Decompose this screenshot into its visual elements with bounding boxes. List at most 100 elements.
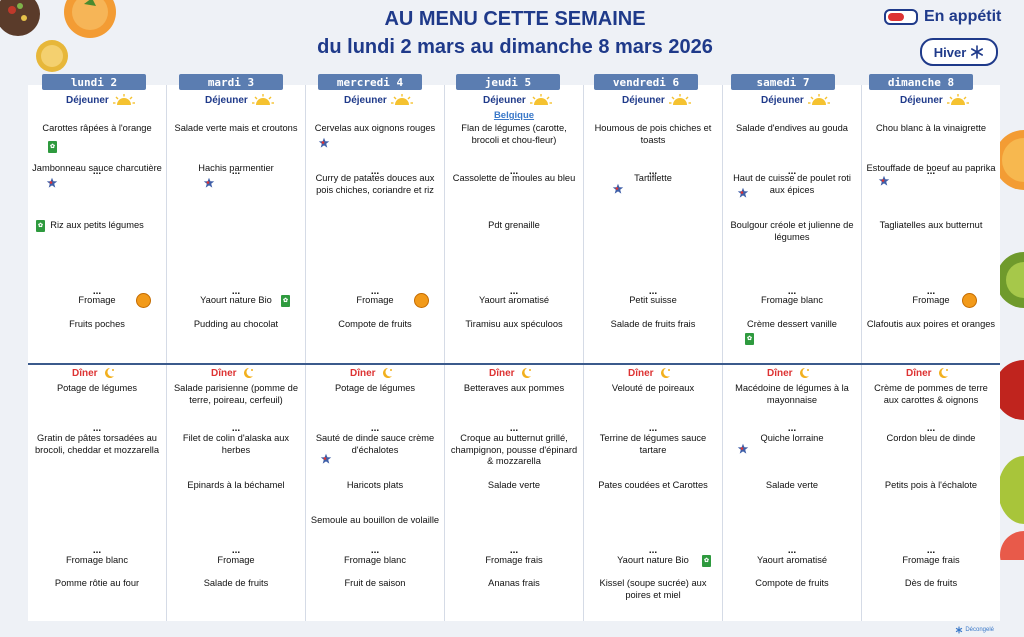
menu-item: Petit suisse [629, 295, 677, 305]
menu-board [28, 85, 1000, 621]
separator-dots: ... [509, 286, 519, 297]
lunch-label: Déjeuner [205, 94, 248, 106]
menu-item: Fromage blanc [65, 555, 128, 565]
chef-star-icon [737, 443, 749, 455]
menu-item: Tiramisu aux spéculoos [465, 319, 563, 329]
brand-logo: En appétit [884, 8, 1001, 26]
moon-icon [938, 368, 948, 378]
menu-item: Houmous de pois chiches et toasts [594, 123, 712, 145]
menu-item: Carottes râpées à l'orange [42, 123, 152, 133]
menu-item: Salade parisienne (pomme de terre, poire… [173, 383, 299, 405]
separator-dots: ... [648, 423, 658, 434]
menu-item: Fruit de saison [344, 578, 406, 588]
menu-item: Gratin de pâtes torsadées au brocoli, ch… [34, 433, 160, 455]
menu-item: Filet de colin d'alaska aux herbes [182, 433, 290, 455]
menu-item: Salade verte mais et croutons [174, 123, 298, 133]
day-header: mercredi 4 [318, 74, 422, 90]
menu-item: Fromage [217, 555, 255, 565]
dinner-label: Dîner [906, 367, 932, 379]
sun-icon [529, 94, 552, 105]
sun-icon [390, 94, 413, 105]
moon-icon [660, 368, 670, 378]
dinner-heading: Dîner [72, 367, 116, 379]
separator-dots: ... [231, 423, 241, 434]
dinner-heading: Dîner [489, 367, 533, 379]
menu-item: Fromage [912, 295, 950, 305]
lunch-heading: Déjeuner [344, 94, 413, 106]
dinner-heading: Dîner [767, 367, 811, 379]
menu-item: Clafoutis aux poires et oranges [866, 319, 996, 329]
organic-label-icon: ✿ [281, 295, 290, 307]
separator-dots: ... [787, 166, 797, 177]
separator-dots: ... [787, 286, 797, 297]
separator-dots: ... [509, 166, 519, 177]
menu-item: Dès de fruits [904, 578, 958, 588]
chef-star-icon [737, 187, 749, 199]
menu-item: Salade d'endives au gouda [736, 123, 848, 133]
chef-star-shape [318, 137, 330, 148]
moon-icon [799, 368, 809, 378]
menu-item: Compote de fruits [755, 578, 829, 588]
chef-star-shape [737, 187, 749, 198]
organic-label-icon: ✿ [745, 333, 754, 345]
menu-item: Salade verte [765, 480, 819, 490]
day-header: lundi 2 [42, 74, 146, 90]
day-column [445, 85, 584, 621]
menu-item: Yaourt nature Bio [617, 555, 689, 565]
menu-item: Tagliatelles aux butternut [879, 220, 983, 230]
separator-dots: ... [92, 166, 102, 177]
separator-dots: ... [231, 166, 241, 177]
menu-item: Chou blanc à la vinaigrette [875, 123, 987, 133]
chef-star-icon [878, 175, 890, 187]
separator-dots: ... [92, 286, 102, 297]
lunch-heading: Déjeuner [900, 94, 969, 106]
sun-icon [251, 94, 274, 105]
chef-star-icon [318, 137, 330, 149]
separator-dots: ... [370, 166, 380, 177]
chef-star-shape [46, 177, 58, 188]
menu-item: Ananas frais [488, 578, 540, 588]
menu-item: Quiche lorraine [760, 433, 824, 443]
separator-dots: ... [926, 545, 936, 556]
organic-label-icon: ✿ [36, 220, 45, 232]
season-label: Hiver [933, 44, 967, 60]
menu-item: Fruits poches [69, 319, 125, 329]
lunch-label: Déjeuner [900, 94, 943, 106]
day-header: dimanche 8 [869, 74, 973, 90]
chef-star-icon [46, 177, 58, 189]
day-column [28, 85, 167, 621]
organic-label-icon: ✿ [48, 141, 57, 153]
lunch-heading: Déjeuner [483, 94, 552, 106]
organic-label-icon: ✿ [702, 555, 711, 567]
day-header: samedi 7 [731, 74, 835, 90]
separator-dots: ... [92, 545, 102, 556]
separator-dots: ... [509, 423, 519, 434]
fruit-illustration [998, 130, 1024, 560]
menu-item: Fromage [78, 295, 116, 305]
separator-dots: ... [370, 423, 380, 434]
menu-item: Flan de légumes (carotte, brocoli et cho… [461, 123, 567, 145]
menu-item: Croque au butternut grillé, champignon, … [450, 433, 578, 466]
date-range: du lundi 2 mars au dimanche 8 mars 2026 [317, 36, 713, 58]
day-column [306, 85, 445, 621]
menu-item: Pudding au chocolat [193, 319, 279, 329]
day-header: mardi 3 [179, 74, 283, 90]
menu-item: Fromage frais [902, 555, 960, 565]
aop-seal-icon [136, 293, 151, 308]
menu-item: Yaourt aromatisé [478, 295, 550, 305]
organic-leaf-icon: ✿ [36, 220, 45, 232]
separator-dots: ... [787, 423, 797, 434]
separator-dots: ... [92, 423, 102, 434]
organic-leaf-icon: ✿ [281, 295, 290, 307]
menu-item: Crème de pommes de terre aux carottes & … [874, 383, 988, 405]
menu-item: Yaourt nature Bio [200, 295, 272, 305]
separator-dots: ... [926, 286, 936, 297]
chef-star-shape [612, 183, 624, 194]
chef-star-shape [878, 175, 890, 186]
menu-item: Jambonneau sauce charcutière [32, 163, 162, 173]
menu-item: Crème dessert vanille [747, 319, 837, 329]
menu-item: Epinards à la béchamel [187, 480, 285, 490]
sun-icon [668, 94, 691, 105]
organic-leaf-icon: ✿ [48, 141, 57, 153]
menu-item: Fromage blanc [760, 295, 823, 305]
